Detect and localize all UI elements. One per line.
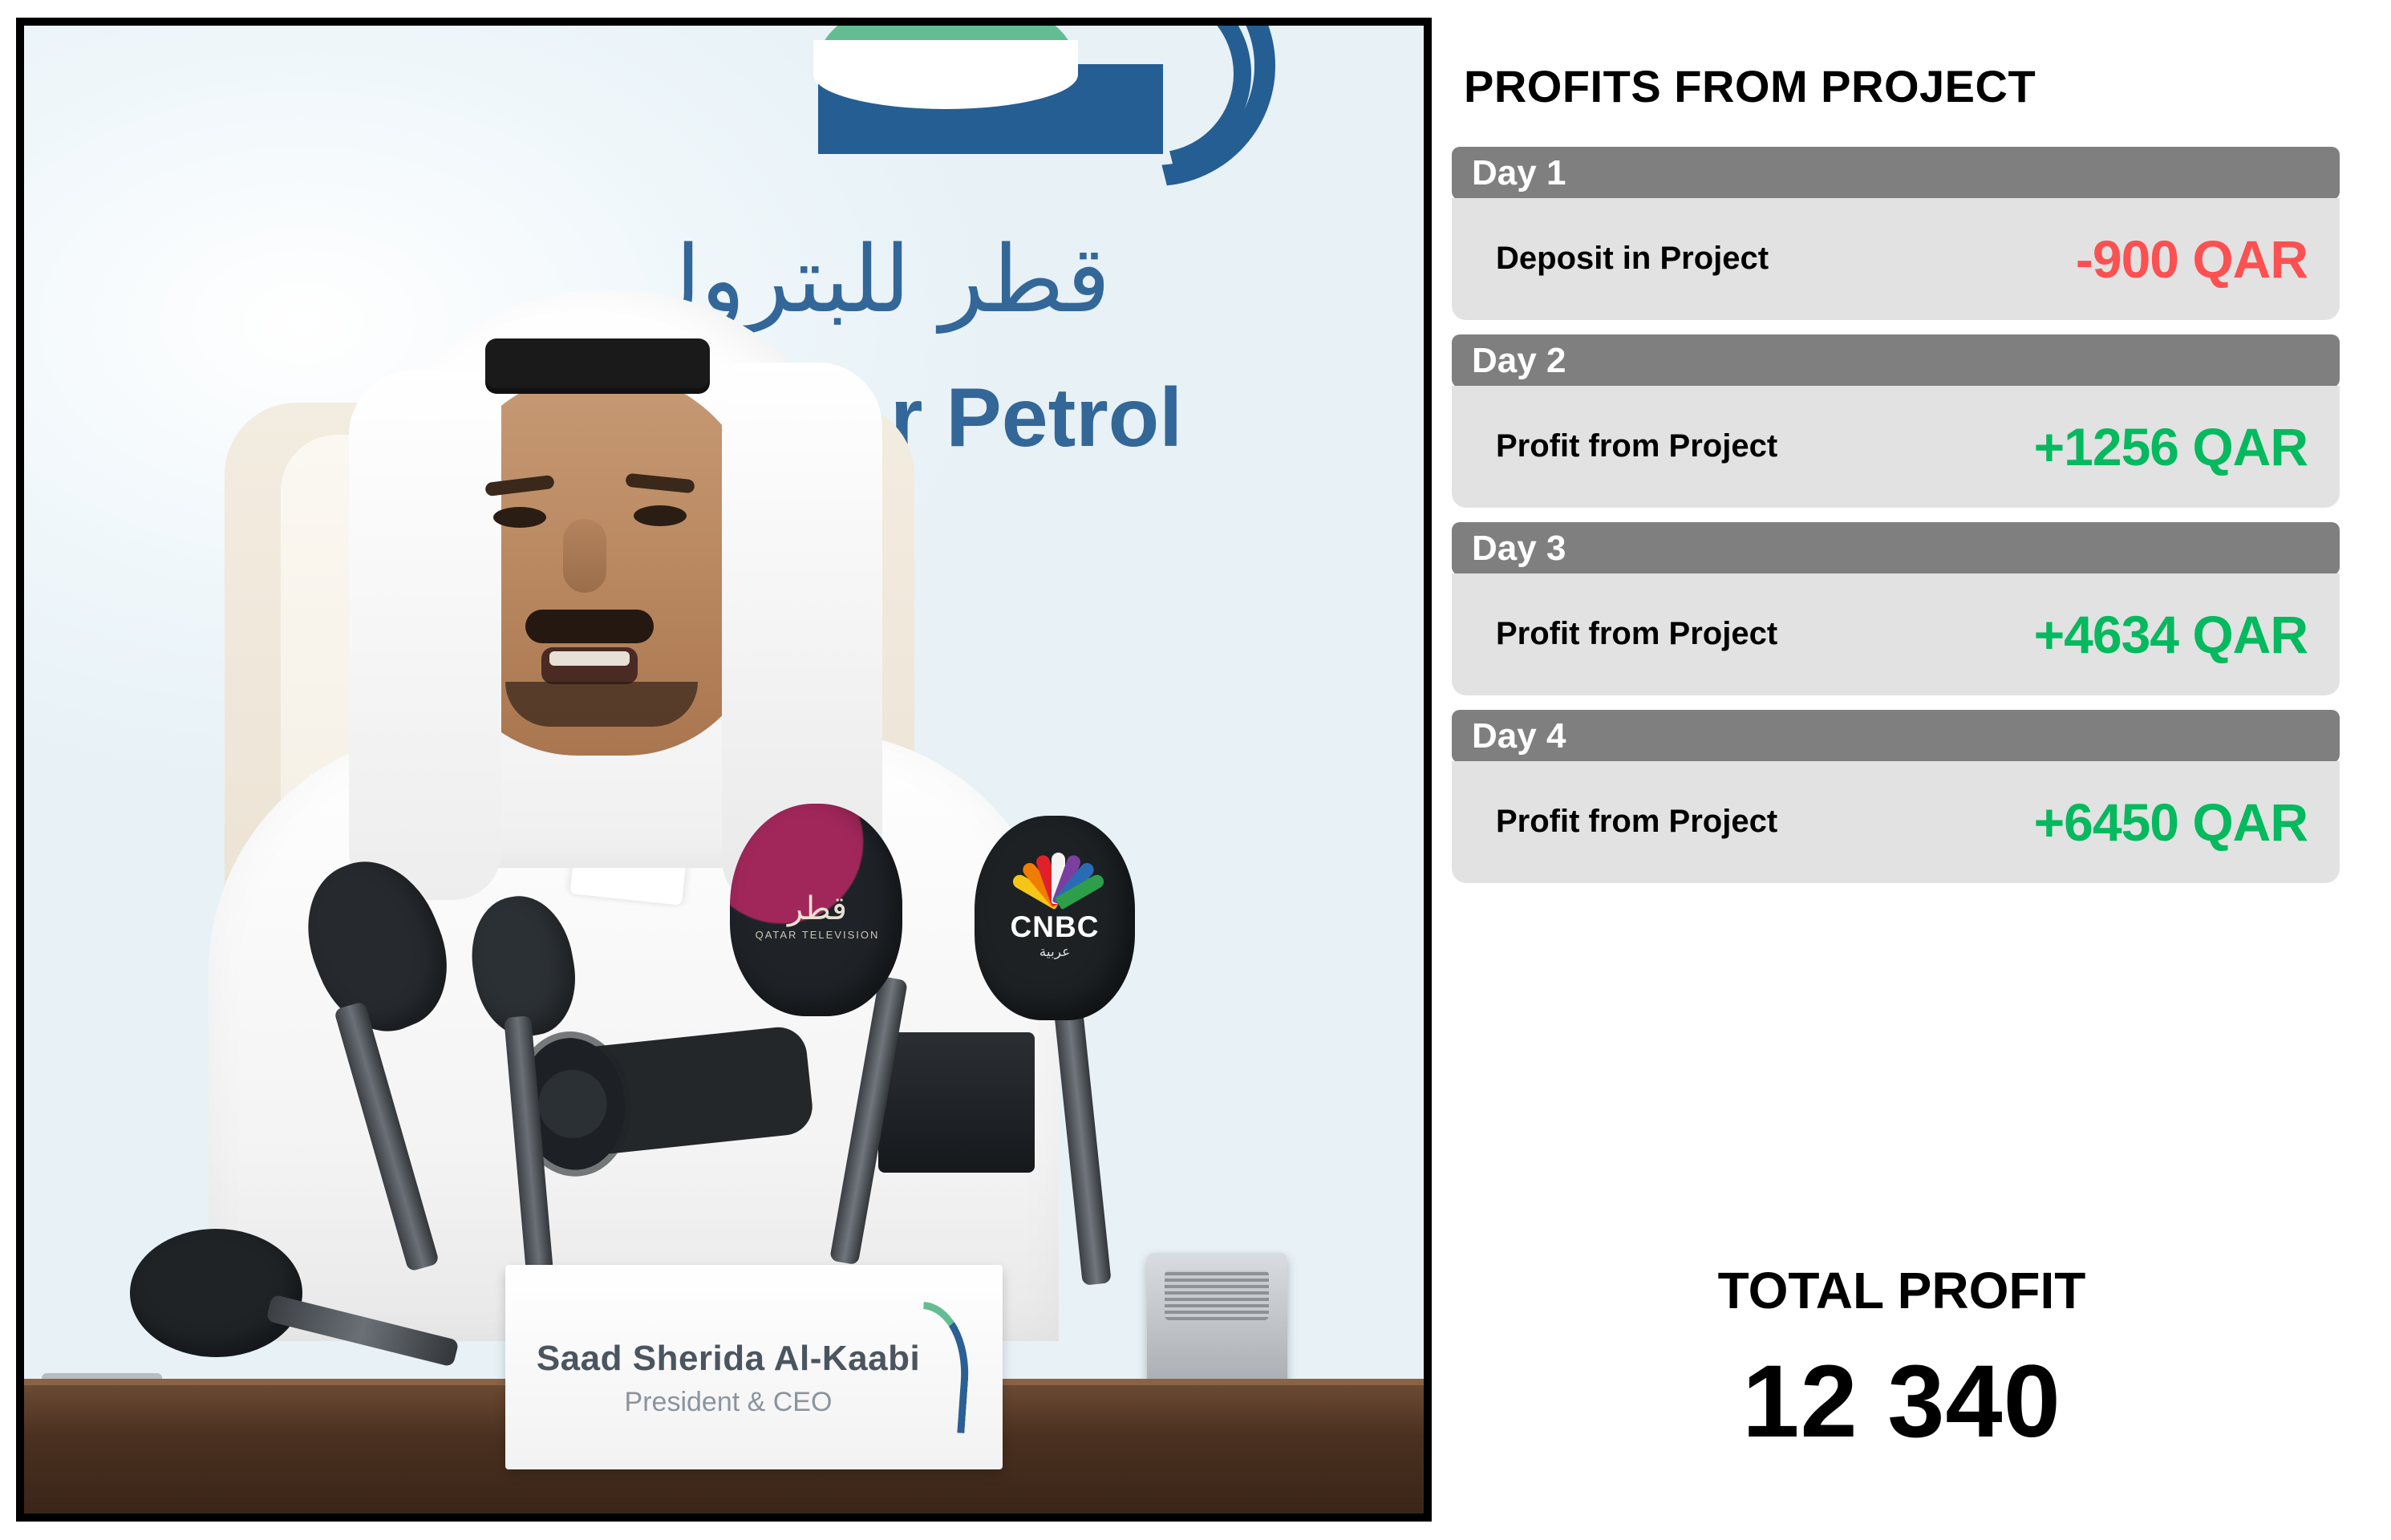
profit-card-day-2[interactable]: Day 2 Profit from Project +1256 QAR	[1452, 334, 2340, 508]
day-label: Day 4	[1472, 716, 1566, 756]
profit-card-day-1[interactable]: Day 1 Deposit in Project -900 QAR	[1452, 147, 2340, 320]
qatar-petroleum-logo-icon	[794, 26, 1275, 186]
microphone-cnbc: CNBC عربية	[975, 816, 1135, 1020]
microphone-3	[42, 1229, 460, 1450]
transaction-amount: +6450 QAR	[2033, 792, 2308, 852]
microphone-cnbc-stick	[1051, 979, 1112, 1286]
total-profit-label: TOTAL PROFIT	[1717, 1262, 2086, 1319]
day-label: Day 2	[1472, 341, 1566, 380]
eye-left	[493, 507, 546, 528]
nameplate-role: President & CEO	[624, 1387, 833, 1417]
agal-band	[485, 338, 710, 388]
microphone-qatar-tv: قطر QATAR TELEVISION	[730, 804, 902, 1016]
audio-recorder	[1147, 1253, 1287, 1389]
photo-scene: قطر للبترول r Petrol	[24, 26, 1424, 1514]
transaction-amount: +1256 QAR	[2033, 417, 2308, 476]
card-header-day-1: Day 1	[1452, 147, 2340, 200]
card-body-day-2: Profit from Project +1256 QAR	[1452, 386, 2340, 508]
profits-panel: PROFITS FROM PROJECT Day 1 Deposit in Pr…	[1452, 0, 2391, 1540]
day-label: Day 1	[1472, 153, 1566, 192]
card-header-day-3: Day 3	[1452, 522, 2340, 575]
profit-card-day-4[interactable]: Day 4 Profit from Project +6450 QAR	[1452, 710, 2340, 883]
nameplate: Saad Sherida Al-Kaabi President & CEO	[505, 1265, 1003, 1469]
backdrop-english-text: r Petrol	[890, 371, 1183, 464]
card-body-day-4: Profit from Project +6450 QAR	[1452, 761, 2340, 883]
qatar-tv-sublabel: QATAR TELEVISION	[755, 929, 880, 941]
total-profit-value: 12 340	[1742, 1344, 2061, 1459]
page-title: PROFITS FROM PROJECT	[1464, 61, 2036, 111]
cnbc-arabic-label: عربية	[1039, 944, 1071, 960]
eye-right	[634, 505, 687, 526]
card-body-day-1: Deposit in Project -900 QAR	[1452, 198, 2340, 320]
transaction-amount: -900 QAR	[2075, 229, 2308, 289]
headdress-left-fall	[349, 371, 501, 900]
day-label: Day 3	[1472, 529, 1566, 568]
transaction-label: Profit from Project	[1496, 428, 1778, 464]
card-body-day-3: Profit from Project +4634 QAR	[1452, 573, 2340, 695]
microphone-1	[285, 841, 469, 1272]
cnbc-label: CNBC	[1010, 910, 1100, 943]
transaction-label: Profit from Project	[1496, 616, 1778, 652]
transaction-label: Deposit in Project	[1496, 241, 1769, 277]
nameplate-logo-icon	[914, 1302, 974, 1433]
mustache	[525, 610, 654, 643]
transaction-label: Profit from Project	[1496, 804, 1778, 840]
teeth	[549, 651, 630, 666]
total-profit-section: TOTAL PROFIT 12 340	[1464, 1261, 2340, 1461]
qatar-tv-label: قطر	[787, 890, 847, 927]
beard	[505, 682, 698, 727]
card-header-day-4: Day 4	[1452, 710, 2340, 763]
card-header-day-2: Day 2	[1452, 334, 2340, 387]
nameplate-name: Saad Sherida Al-Kaabi	[536, 1339, 921, 1378]
peacock-icon	[1010, 841, 1107, 910]
microphone-2	[461, 888, 586, 1274]
profit-card-day-3[interactable]: Day 3 Profit from Project +4634 QAR	[1452, 522, 2340, 695]
transaction-amount: +4634 QAR	[2033, 605, 2308, 664]
nose	[563, 519, 606, 593]
profit-cards-list: Day 1 Deposit in Project -900 QAR Day 2 …	[1452, 147, 2340, 898]
press-conference-photo: قطر للبترول r Petrol	[16, 18, 1432, 1522]
camera-block	[878, 1032, 1035, 1173]
